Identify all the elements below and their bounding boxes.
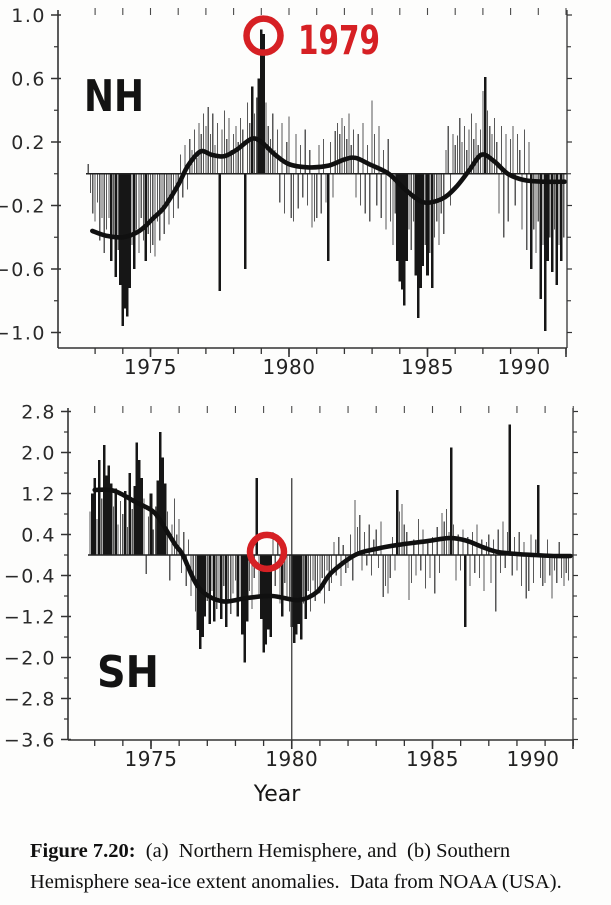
nh-y-tick-label: −0.6 [0,259,46,281]
sh-y-tick-label: −0.4 [4,566,56,588]
caption-figure-number: Figure 7.20: [30,840,136,862]
sh-chart-panel: 2.8 2.0 1.2 0.4 −0.4 −1.2 −2.0 −2.8 −3.6 1975 1980… [4,402,578,771]
nh-smoothed-curve [90,136,567,240]
sh-hemisphere-label: SH [97,647,159,698]
nh-y-tick-label: 0.2 [11,132,46,154]
sh-x-tick-label: 1975 [125,747,178,771]
sh-y-tick-label: −2.8 [4,689,56,711]
sh-smoothed-curve [92,487,573,604]
sh-x-tick-label: 1990 [507,747,560,771]
sh-y-tick-label: 0.4 [21,525,56,547]
sh-x-tick-label: 1985 [406,747,459,771]
nh-y-tick-label: 1.0 [11,5,46,27]
sh-anomaly-bars [89,424,570,663]
nh-anomaly-bars [87,29,565,331]
sh-y-tick-label: −3.6 [4,730,56,752]
x-axis-title: Year [253,782,302,807]
sh-y-tick-label: 2.8 [21,402,56,424]
sh-y-tick-label: −1.2 [4,607,56,629]
sh-y-tick-label: −2.0 [4,648,56,670]
nh-1979-circle-annotation [243,15,284,56]
nh-axes: 1.0 0.6 0.2 −0.2 −0.6 −1.0 1975 1980 1985 1990 [0,5,572,379]
caption-line2: Hemisphere sea-ice extent anomalies. Dat… [30,871,562,893]
sh-y-tick-label: 2.0 [21,443,56,465]
nh-y-tick-label: 0.6 [11,69,46,91]
nh-y-tick-label: −1.0 [0,323,46,345]
caption-line1: (a) Northern Hemisphere, and (b) Souther… [135,840,511,862]
nh-y-tick-label: −0.2 [0,196,46,218]
sh-y-tick-label: 1.2 [21,484,56,506]
sh-1979-circle-annotation [246,531,288,573]
nh-x-tick-label: 1980 [263,355,316,379]
sh-axes: 2.8 2.0 1.2 0.4 −0.4 −1.2 −2.0 −2.8 −3.6 1975 1980… [4,402,578,771]
nh-chart-panel: 1.0 0.6 0.2 −0.2 −0.6 −1.0 1975 1980 1985 1990 [0,5,572,379]
sh-x-tick-label: 1980 [265,747,318,771]
figure-caption: Figure 7.20: (a) Northern Hemisphere, an… [30,836,592,898]
nh-hemisphere-label: NH [84,71,144,122]
nh-x-tick-label: 1975 [124,355,177,379]
nh-x-tick-label: 1985 [401,355,454,379]
nh-x-tick-label: 1990 [498,355,551,379]
annotation-1979-label: 1979 [298,18,380,64]
sea-ice-anomaly-figure: 1.0 0.6 0.2 −0.2 −0.6 −1.0 1975 1980 1985 1990 2.… [0,5,578,807]
